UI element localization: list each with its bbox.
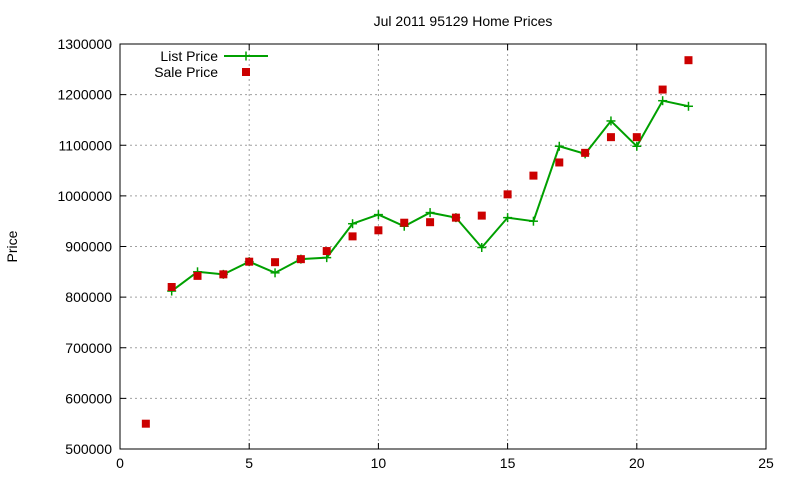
legend-marker — [241, 51, 251, 61]
data-point — [193, 271, 202, 280]
data-point — [426, 218, 435, 227]
legend-swatch — [224, 51, 268, 61]
data-point — [348, 219, 358, 229]
legend-swatch — [242, 68, 250, 76]
data-point — [658, 96, 668, 106]
series — [141, 56, 693, 428]
data-point — [167, 283, 176, 291]
y-tick-label: 800000 — [65, 289, 112, 305]
y-tick-label: 700000 — [65, 340, 112, 356]
data-point — [658, 85, 667, 94]
data-point — [528, 216, 538, 226]
y-tick-label: 900000 — [65, 239, 112, 255]
legend-marker — [242, 68, 250, 76]
data-point — [606, 116, 616, 126]
data-point — [296, 255, 305, 264]
y-tick-label: 1000000 — [57, 188, 112, 204]
x-tick-label: 25 — [758, 455, 774, 471]
y-axis-label: Price — [4, 230, 20, 262]
legend-label: List Price — [160, 48, 218, 64]
data-point — [270, 268, 280, 278]
data-point — [477, 243, 487, 253]
x-tick-label: 20 — [629, 455, 645, 471]
data-point — [529, 171, 538, 180]
data-point — [141, 419, 150, 428]
x-tick-label: 15 — [500, 455, 516, 471]
data-point — [503, 213, 513, 223]
x-tick-label: 10 — [371, 455, 387, 471]
data-point — [451, 213, 460, 222]
data-point — [425, 208, 435, 218]
data-point — [219, 270, 228, 279]
data-point — [632, 133, 641, 142]
data-point — [373, 210, 383, 220]
data-point — [683, 101, 693, 111]
y-tick-label: 1100000 — [59, 137, 113, 153]
x-tick-label: 0 — [116, 455, 124, 471]
data-point — [684, 56, 693, 65]
y-tick-label: 500000 — [65, 441, 112, 457]
data-point — [581, 148, 590, 157]
data-point — [554, 141, 564, 151]
data-point — [400, 218, 409, 227]
legend-label: Sale Price — [154, 64, 218, 80]
y-tick-label: 1300000 — [57, 36, 112, 52]
x-tick-label: 5 — [245, 455, 253, 471]
data-point — [555, 158, 564, 167]
data-point — [606, 133, 615, 142]
data-point — [374, 226, 383, 235]
axis-ticks: 0 5 10 15 20 25 500000 600000 700000 800000 900000… — [57, 36, 774, 471]
data-point — [348, 232, 357, 241]
data-point — [322, 247, 331, 256]
data-point — [271, 258, 280, 267]
data-point — [632, 141, 642, 151]
data-point — [477, 211, 486, 220]
chart-title: Jul 2011 95129 Home Prices — [374, 13, 553, 29]
y-tick-label: 600000 — [65, 390, 112, 406]
grid-lines — [120, 44, 766, 449]
data-point — [503, 190, 512, 199]
data-point — [245, 257, 254, 266]
y-tick-label: 1200000 — [57, 87, 112, 103]
series-1 — [141, 56, 693, 428]
